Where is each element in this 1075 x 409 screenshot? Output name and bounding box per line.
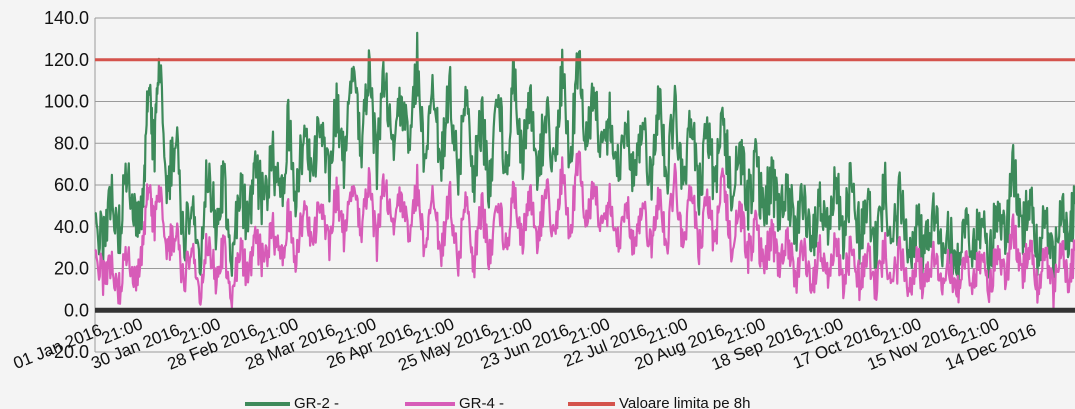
legend: GR-2 - GR-4 - Valoare limita pe 8h: [245, 395, 750, 409]
x-tick-label: 01 Jan 2016: [11, 320, 105, 373]
y-tick-label: 0.0: [64, 300, 89, 320]
y-tick-label: 20.0: [54, 259, 89, 279]
legend-label-limit: Valoare limita pe 8h: [619, 395, 750, 409]
series-gr4-path: [94, 150, 1075, 310]
y-tick-label: 40.0: [54, 217, 89, 237]
series-gr2-path: [94, 31, 1075, 293]
series-gr4-line: [94, 150, 1075, 310]
y-axis-tick-labels: 140.0 120.0 100.0 80.0 60.0 40.0 20.0 0.0 -20.0: [44, 8, 89, 362]
y-tick-label: 80.0: [54, 133, 89, 153]
legend-label-gr2: GR-2 -: [294, 395, 339, 409]
y-tick-label: 120.0: [44, 50, 89, 70]
series-gr2-line: [94, 31, 1075, 293]
y-tick-label: 140.0: [44, 8, 89, 28]
y-tick-label: 100.0: [44, 92, 89, 112]
y-tick-label: -20.0: [48, 342, 89, 362]
legend-label-gr4: GR-4 -: [459, 395, 504, 409]
y-tick-label: 60.0: [54, 175, 89, 195]
